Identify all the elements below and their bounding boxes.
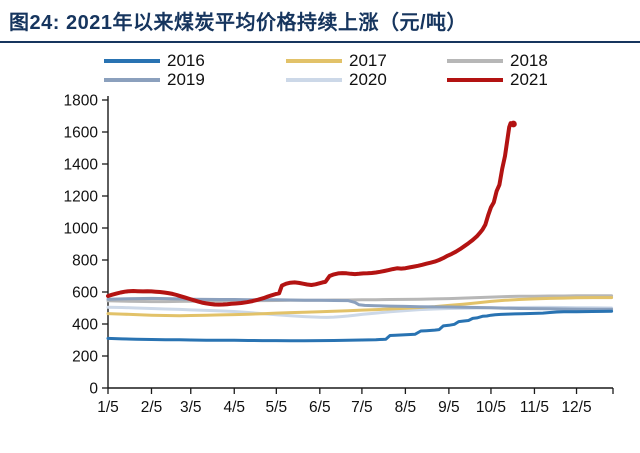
legend-label: 2017 (349, 51, 387, 70)
x-tick-label: 4/5 (223, 399, 245, 416)
legend-item-2016: 2016 (104, 51, 286, 70)
y-tick-label: 1400 (64, 157, 99, 174)
legend-label: 2019 (167, 70, 205, 89)
legend-row: 2019 2020 2021 (104, 70, 564, 89)
legend-item-2020: 2020 (286, 70, 447, 89)
y-tick-label: 1000 (64, 221, 99, 238)
x-tick-label: 6/5 (309, 399, 331, 416)
x-tick-label: 10/5 (476, 399, 506, 416)
y-tick-label: 200 (72, 349, 98, 366)
legend-label: 2020 (349, 70, 387, 89)
legend-swatch-2018 (447, 58, 503, 63)
y-tick-label: 800 (72, 253, 98, 270)
y-tick-label: 1600 (64, 125, 99, 142)
legend-label: 2018 (510, 51, 548, 70)
figure-title: 图24: 2021年以来煤炭平均价格持续上涨（元/吨） (9, 12, 468, 34)
legend-label: 2016 (167, 51, 205, 70)
series-line-2018 (106, 294, 614, 304)
legend-swatch-2020 (286, 77, 342, 82)
series-line-2017 (106, 296, 614, 318)
legend-item-2019: 2019 (104, 70, 286, 89)
legend-item-2021: 2021 (447, 70, 559, 89)
y-tick-label: 0 (89, 381, 98, 398)
legend-swatch-2017 (286, 58, 342, 63)
legend-item-2018: 2018 (447, 51, 559, 70)
chart-legend: 2016 2017 2018 2019 2020 2021 (104, 51, 564, 89)
legend-item-2017: 2017 (286, 51, 447, 70)
y-tick-label: 1800 (64, 93, 99, 110)
x-tick-label: 5/5 (266, 399, 288, 416)
legend-swatch-2019 (104, 77, 160, 82)
x-tick-label: 3/5 (180, 399, 202, 416)
x-tick-label: 9/5 (438, 399, 460, 416)
y-tick-label: 400 (72, 317, 98, 334)
series-end-dot-2021 (510, 120, 517, 128)
series-line-2016 (106, 309, 614, 343)
legend-swatch-2016 (104, 58, 160, 63)
x-tick-label: 7/5 (351, 399, 373, 416)
legend-row: 2016 2017 2018 (104, 51, 564, 70)
x-tick-label: 11/5 (520, 399, 549, 416)
x-tick-label: 1/5 (97, 399, 119, 416)
legend-label: 2021 (510, 70, 548, 89)
x-tick-label: 8/5 (395, 399, 417, 416)
legend-swatch-2021 (447, 77, 503, 82)
y-tick-label: 600 (72, 285, 98, 302)
x-tick-label: 12/5 (561, 399, 591, 416)
series-line-2021 (106, 121, 516, 307)
y-tick-label: 1200 (64, 189, 99, 206)
title-divider (0, 41, 640, 43)
x-tick-label: 2/5 (141, 399, 163, 416)
